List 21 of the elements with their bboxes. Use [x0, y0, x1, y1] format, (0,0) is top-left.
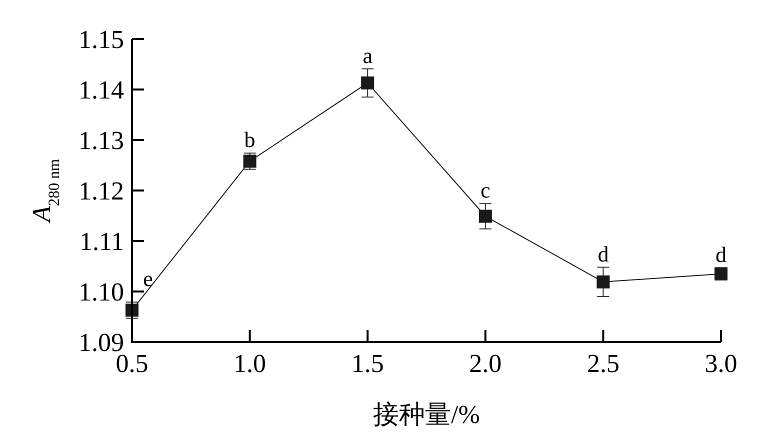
annotation: d — [598, 241, 609, 266]
y-tick-label: 1.12 — [78, 176, 124, 206]
x-axis-title: 接种量/% — [373, 400, 480, 429]
point — [478, 210, 492, 223]
point — [596, 275, 610, 288]
x-tick-label: 2.5 — [586, 349, 620, 378]
x-tick-label: 1.5 — [351, 349, 384, 378]
y-tick-label: 1.10 — [78, 278, 124, 307]
y-tick-label: 1.11 — [79, 227, 124, 256]
x-tick-label: 2.0 — [469, 349, 502, 378]
annotation: a — [362, 42, 373, 68]
annotation: d — [716, 242, 726, 267]
annotation: c — [480, 178, 491, 203]
annotation: e — [143, 266, 153, 292]
annotation: b — [244, 127, 256, 152]
y-tick-label: 1.14 — [78, 76, 124, 105]
y-tick-label: 1.15 — [78, 25, 124, 54]
x-tick-label: 1.0 — [234, 349, 266, 378]
point — [361, 76, 374, 90]
x-tick-label: 3.0 — [704, 349, 738, 378]
y-tick-label: 1.13 — [78, 126, 124, 156]
